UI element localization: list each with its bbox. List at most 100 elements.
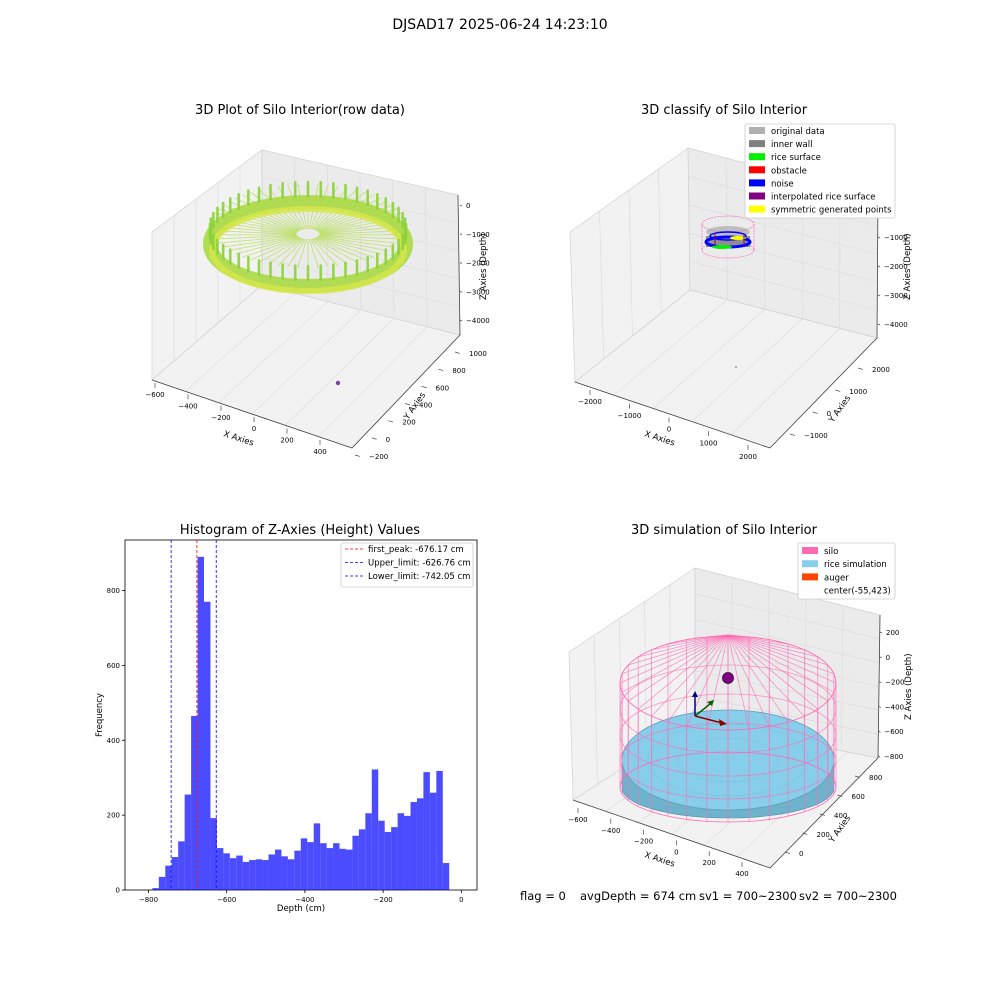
simulation-x-tick-label: 200 (703, 859, 716, 867)
grid-line (251, 309, 362, 415)
histogram-y-tick-label: 400 (107, 737, 120, 745)
histogram-x-tick-label: 0 (459, 896, 463, 904)
histogram-bar (423, 772, 430, 890)
histogram-bar (352, 835, 359, 890)
silo-roof-line (621, 634, 729, 693)
simulation-z-tick-label: −400 (885, 703, 904, 711)
raw-x-tick-label: 200 (280, 437, 293, 445)
silo-roof-line (727, 634, 828, 666)
silo-roof-line (706, 634, 729, 730)
silo-roof-line (638, 634, 729, 658)
simulation-y-tick (784, 851, 790, 854)
classify-legend-swatch (749, 153, 765, 161)
grid-line (669, 584, 671, 738)
raw-z-tick-label: −4000 (466, 317, 490, 325)
raw-data-spoke (287, 238, 306, 268)
histogram-y-tick-label: 600 (107, 662, 120, 670)
histogram-bar (384, 831, 392, 890)
silo-roof-line (727, 634, 789, 723)
simulation-y-tick (837, 794, 843, 797)
grid-line (652, 308, 765, 409)
silo-roof-line (727, 634, 805, 651)
raw-z-tick (459, 262, 463, 264)
histogram-bar (371, 769, 379, 890)
simulation-legend: silo rice simulation auger center(-55,423) (797, 542, 896, 600)
raw-data-spoke (258, 237, 303, 263)
silo-roof-line (621, 634, 729, 675)
simulation-y-tick (854, 775, 860, 778)
classify-legend-swatch (749, 127, 765, 134)
classify-legend-label: rice surface (771, 153, 821, 163)
grid-line (691, 318, 803, 422)
raw-data-spoke (313, 237, 358, 263)
simulation-z-tick-label: −800 (884, 753, 903, 761)
histogram-bar (242, 861, 250, 890)
grid-line (694, 593, 880, 640)
histogram-bar (313, 823, 321, 890)
grid-line (658, 168, 662, 314)
silo-roof-line (727, 634, 750, 730)
histogram-bar (178, 841, 185, 890)
histogram-bar (436, 770, 443, 890)
grid-line (694, 619, 880, 663)
silo-roof-line (667, 634, 729, 723)
simulation-z-label: Z Axies (Depth) (904, 653, 914, 720)
histogram-x-tick-label: −400 (295, 896, 314, 904)
grid-line (425, 187, 428, 327)
histogram-bar (236, 855, 243, 890)
simulation-y-tick-label: 800 (869, 774, 882, 782)
raw-x-tick-label: −200 (211, 414, 230, 422)
classify-legend-swatch (749, 205, 765, 213)
auger-axes (692, 691, 727, 726)
classify-x-label: X Axies (643, 429, 676, 448)
simulation-y-tick-label: 200 (817, 831, 830, 839)
histogram-bar (339, 848, 346, 890)
silo-roof-line (727, 634, 805, 717)
grid-line (185, 293, 296, 392)
simulation-x-label: X Axies (643, 850, 676, 869)
grid-line (218, 301, 329, 403)
simulation-z-tick-label: −200 (885, 679, 904, 687)
simulation-z-tick-label: 200 (886, 629, 899, 637)
histogram-bar (294, 850, 301, 890)
histogram-bar (300, 838, 308, 890)
classify-legend-label: symmetric generated points (771, 206, 892, 216)
simulation-plot-title: 3D simulation of Silo Interior (631, 523, 817, 538)
raw-data-spoke (223, 236, 298, 248)
classify-legend-label: original data (771, 127, 825, 137)
histogram-x-tick-label: −200 (374, 896, 393, 904)
raw-data-spoke (317, 236, 388, 252)
histogram-y-label: Frequency (95, 693, 105, 737)
silo-roof-line (628, 634, 729, 666)
raw-x-tick-label: −400 (178, 402, 197, 410)
histogram-y-tick-label: 800 (107, 587, 120, 595)
raw-x-label: X Axies (222, 429, 255, 448)
classify-x-tick-label: −2000 (578, 398, 602, 406)
silo-roof-line (727, 634, 818, 658)
classify-legend-swatch (749, 179, 765, 187)
classify-z-tick-label: −1000 (884, 234, 908, 242)
raw-y-tick (421, 385, 427, 389)
histogram-bar (410, 802, 417, 890)
silo-roof-line (727, 634, 835, 675)
raw-x-tick-label: 400 (313, 448, 326, 456)
histogram-bar (268, 854, 275, 890)
histogram-bar (326, 848, 334, 890)
simulation-y-tick-label: 600 (852, 793, 865, 801)
figure-title: DJSAD17 2025-06-24 14:23:10 (392, 17, 608, 33)
simulation-y-tick (819, 813, 825, 816)
raw-x-tick-label: 0 (252, 425, 256, 433)
simulation-axis-lines (572, 614, 881, 869)
classify-legend-swatch (749, 166, 765, 174)
classify-legend-label: obstacle (771, 166, 807, 176)
raw-z-tick-label: 0 (466, 202, 470, 210)
classify-legend-label: interpolated rice surface (771, 193, 876, 203)
classify-y-tick-label: 0 (827, 410, 831, 418)
simulation-z-tick (879, 681, 882, 683)
raw-data-spoke (318, 236, 393, 248)
grid-line (694, 644, 880, 687)
raw-y-tick-label: 800 (452, 367, 465, 375)
grid-line (628, 189, 633, 337)
classify-x-tick-label: −1000 (618, 412, 642, 420)
grid-line (730, 328, 840, 436)
